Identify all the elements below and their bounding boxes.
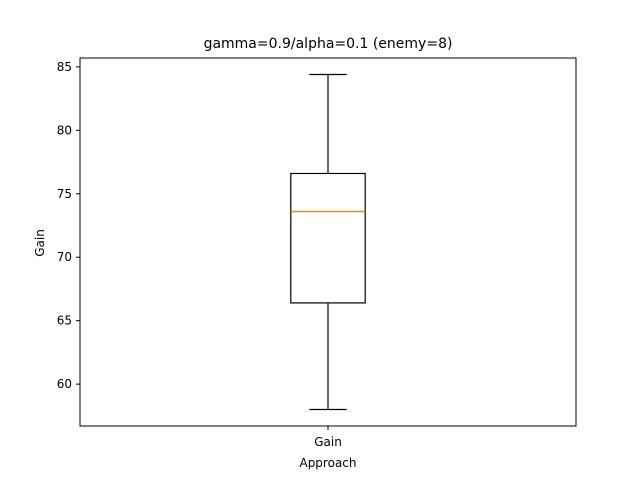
y-tick-label: 70	[57, 250, 72, 264]
box-iqr	[290, 172, 366, 304]
y-tick-label: 85	[57, 60, 72, 74]
y-axis-label: Gain	[33, 229, 47, 257]
chart-title: gamma=0.9/alpha=0.1 (enemy=8)	[204, 36, 453, 52]
y-tick-label: 60	[57, 377, 72, 391]
y-tick-label: 80	[57, 123, 72, 137]
plot-area: 60 65 70 75 80 85 Gain	[57, 57, 577, 449]
y-tick-label: 75	[57, 187, 72, 201]
x-axis-label: Approach	[299, 456, 356, 470]
x-tick-label: Gain	[314, 435, 342, 449]
y-tick-label: 65	[57, 314, 72, 328]
